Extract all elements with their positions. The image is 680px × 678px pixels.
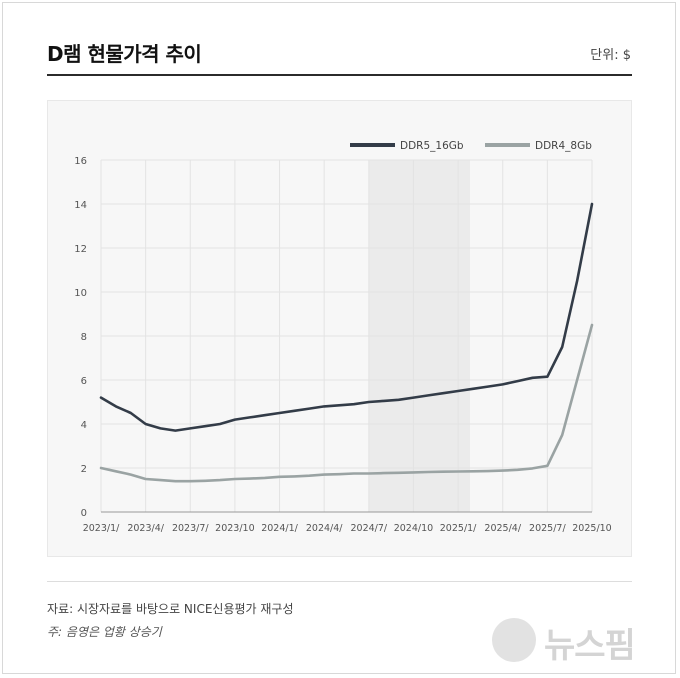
y-tick-label: 10 [74,288,87,299]
chart-title: D램 현물가격 추이 [47,42,202,66]
unit-label: 단위: $ [590,48,631,63]
shading-note: 주: 음영은 업황 상승기 [47,625,162,639]
legend-label: DDR4_8Gb [535,140,592,152]
newspim-logo: 뉴스핌 [492,616,662,666]
y-tick-label: 2 [81,464,87,475]
x-tick-label: 2024/4/ [306,523,343,534]
series-line [99,202,594,432]
y-tick-label: 14 [74,200,87,211]
y-tick-label: 4 [81,420,87,431]
x-tick-label: 2023/4/ [127,523,164,534]
chart-area: 0 2 4 6 8 10 12 14 16 2023/1/2023/4/2023/7/2023/1… [47,100,632,557]
x-tick-label: 2024/1/ [261,523,298,534]
x-tick-label: 2025/1/ [440,523,477,534]
x-tick-label: 2025/4/ [484,523,521,534]
logo-text: 뉴스핌 [544,626,636,666]
x-tick-label: 2024/7/ [351,523,388,534]
x-tick-label: 2024/10 [394,523,433,534]
x-tick-label: 2023/10 [215,523,254,534]
x-tick-label: 2023/7/ [172,523,209,534]
y-tick-label: 0 [81,508,87,519]
legend-label: DDR5_16Gb [400,140,464,152]
logo-mark-icon [492,618,536,662]
y-tick-label: 8 [81,332,87,343]
y-tick-label: 6 [81,376,87,387]
x-tick-label: 2025/10 [572,523,611,534]
y-tick-label: 12 [74,244,87,255]
series-line [99,323,594,483]
line-chart: 0 2 4 6 8 10 12 14 16 2023/1/2023/4/2023/7/2023/1… [74,140,611,534]
y-tick-label: 16 [74,156,87,167]
x-tick-label: 2023/1/ [83,523,120,534]
x-tick-label: 2025/7/ [529,523,566,534]
title-divider [47,74,632,76]
footer-divider [47,581,632,582]
source-note: 자료: 시장자료를 바탕으로 NICE신용평가 재구성 [47,602,294,616]
